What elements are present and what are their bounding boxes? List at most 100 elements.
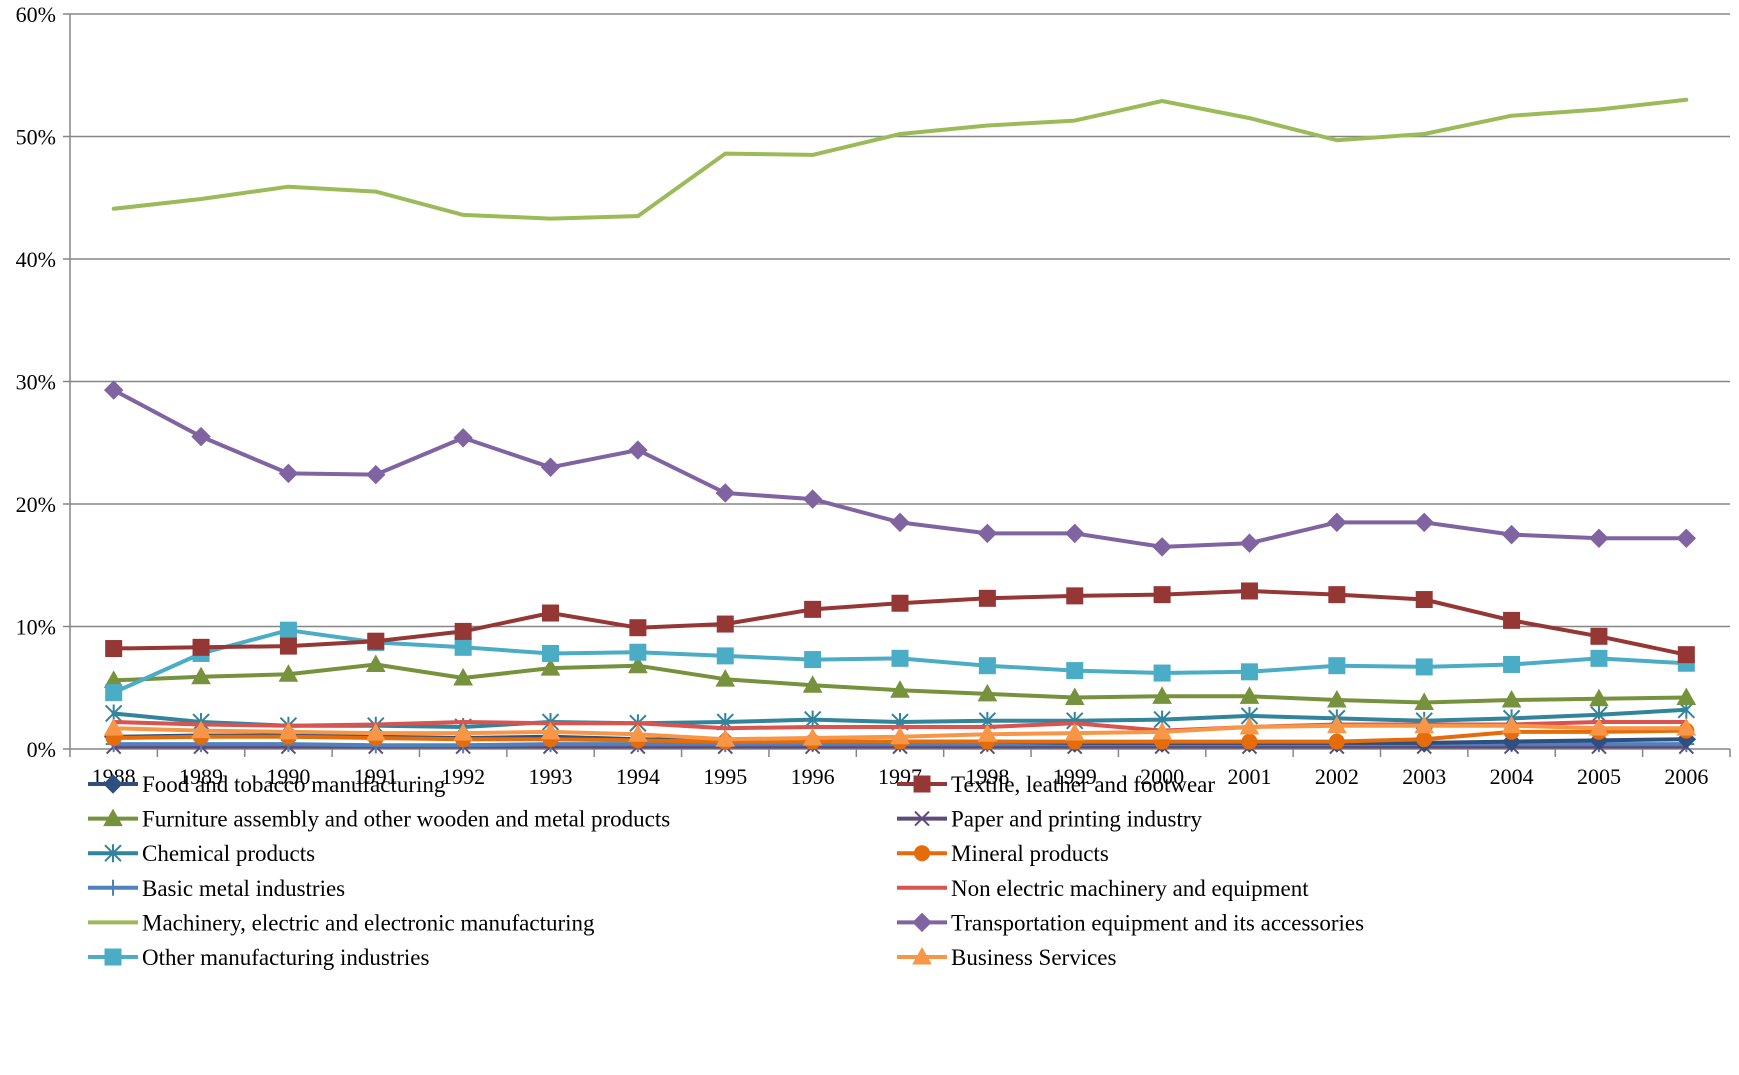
- y-tick-label: 50%: [16, 125, 56, 150]
- legend-label: Food and tobacco manufacturing: [142, 772, 446, 797]
- data-point: [1414, 715, 1435, 734]
- data-point: [540, 457, 561, 477]
- data-point: [1153, 586, 1171, 604]
- x-tick-label: 1998: [965, 764, 1009, 789]
- data-point: [278, 721, 299, 740]
- x-tick-label: 1996: [791, 764, 835, 789]
- y-tick-label: 30%: [16, 370, 56, 395]
- data-point: [890, 726, 910, 745]
- legend-item: Paper and printing industry: [897, 807, 1203, 832]
- data-point: [105, 640, 123, 658]
- data-point: [891, 649, 909, 667]
- data-point: [1327, 512, 1347, 533]
- data-point: [192, 638, 210, 656]
- legend-label: Paper and printing industry: [951, 807, 1203, 832]
- data-point: [977, 523, 998, 544]
- data-point: [454, 622, 472, 640]
- data-point: [454, 638, 472, 656]
- plot-area: [103, 97, 1697, 755]
- data-point: [1328, 733, 1345, 750]
- x-tick-label: 1991: [354, 764, 398, 789]
- legend-marker: [105, 879, 121, 896]
- series-line: [111, 97, 1689, 221]
- data-point: [977, 724, 998, 742]
- data-point: [1239, 533, 1260, 553]
- data-point: [977, 683, 998, 702]
- data-point: [1415, 658, 1433, 676]
- data-point: [191, 720, 211, 739]
- data-point: [1414, 512, 1434, 533]
- data-point: [1241, 733, 1258, 750]
- data-point: [802, 675, 823, 693]
- x-tick-label: 1990: [266, 764, 310, 789]
- data-point: [628, 440, 648, 460]
- data-point: [1676, 528, 1697, 549]
- legend-item: Food and tobacco manufacturing: [88, 772, 446, 797]
- data-point: [1328, 586, 1346, 604]
- data-point: [1501, 715, 1522, 734]
- data-point: [716, 647, 734, 665]
- x-tick-label: 2003: [1402, 764, 1446, 789]
- y-tick-label: 40%: [16, 247, 56, 272]
- data-point: [453, 723, 474, 741]
- data-point: [1240, 582, 1258, 600]
- data-point: [1152, 537, 1172, 557]
- data-point: [978, 589, 996, 607]
- data-point: [1501, 689, 1522, 708]
- legend-label: Basic metal industries: [142, 876, 345, 901]
- data-point: [1676, 718, 1697, 736]
- legend-marker: [912, 946, 932, 965]
- data-point: [802, 489, 823, 509]
- data-point: [1240, 663, 1258, 681]
- x-tick-label: 2000: [1140, 764, 1184, 789]
- data-point: [278, 463, 299, 484]
- x-tick-label: 2004: [1490, 764, 1534, 789]
- x-tick-label: 1995: [703, 764, 747, 789]
- data-point: [103, 380, 124, 400]
- legend-marker: [103, 808, 123, 827]
- data-point: [1501, 524, 1522, 545]
- data-point: [1239, 686, 1260, 704]
- data-point: [1503, 655, 1521, 673]
- data-point: [1416, 731, 1433, 748]
- data-point: [1503, 611, 1521, 629]
- data-point: [1152, 721, 1172, 740]
- data-point: [1590, 627, 1608, 645]
- x-tick-label: 2006: [1664, 764, 1708, 789]
- data-point: [802, 727, 823, 746]
- data-point: [367, 632, 385, 650]
- y-tick-label: 60%: [16, 2, 56, 27]
- legend-item: Non electric machinery and equipment: [897, 876, 1309, 901]
- legend-item: Furniture assembly and other wooden and …: [88, 807, 670, 832]
- x-tick-label: 1994: [616, 764, 660, 789]
- data-point: [629, 619, 647, 637]
- legend-item: Machinery, electric and electronic manuf…: [88, 910, 595, 935]
- data-point: [191, 426, 211, 447]
- legend-item: Textile, leather and footwear: [897, 772, 1215, 797]
- data-point: [1414, 692, 1435, 710]
- legend-item: Other manufacturing industries: [88, 945, 429, 970]
- data-point: [453, 428, 473, 448]
- data-point: [1589, 688, 1609, 707]
- data-point: [804, 651, 822, 669]
- data-point: [103, 718, 124, 736]
- data-point: [279, 621, 297, 639]
- series-1: [105, 582, 1695, 664]
- data-point: [1676, 687, 1697, 706]
- legend-item: Chemical products: [88, 841, 315, 866]
- data-point: [1589, 718, 1609, 736]
- data-point: [1326, 715, 1347, 734]
- data-point: [1326, 689, 1347, 708]
- data-point: [1239, 716, 1260, 735]
- y-tick-label: 10%: [16, 615, 56, 640]
- data-point: [1328, 657, 1346, 675]
- legend-label: Chemical products: [142, 841, 315, 866]
- data-point: [1415, 591, 1433, 609]
- data-point: [1066, 587, 1084, 605]
- legend-marker: [913, 775, 931, 793]
- data-point: [1152, 686, 1172, 704]
- data-point: [1590, 649, 1608, 667]
- legend-item: Basic metal industries: [88, 876, 345, 901]
- data-point: [628, 655, 648, 674]
- x-tick-label: 1989: [179, 764, 223, 789]
